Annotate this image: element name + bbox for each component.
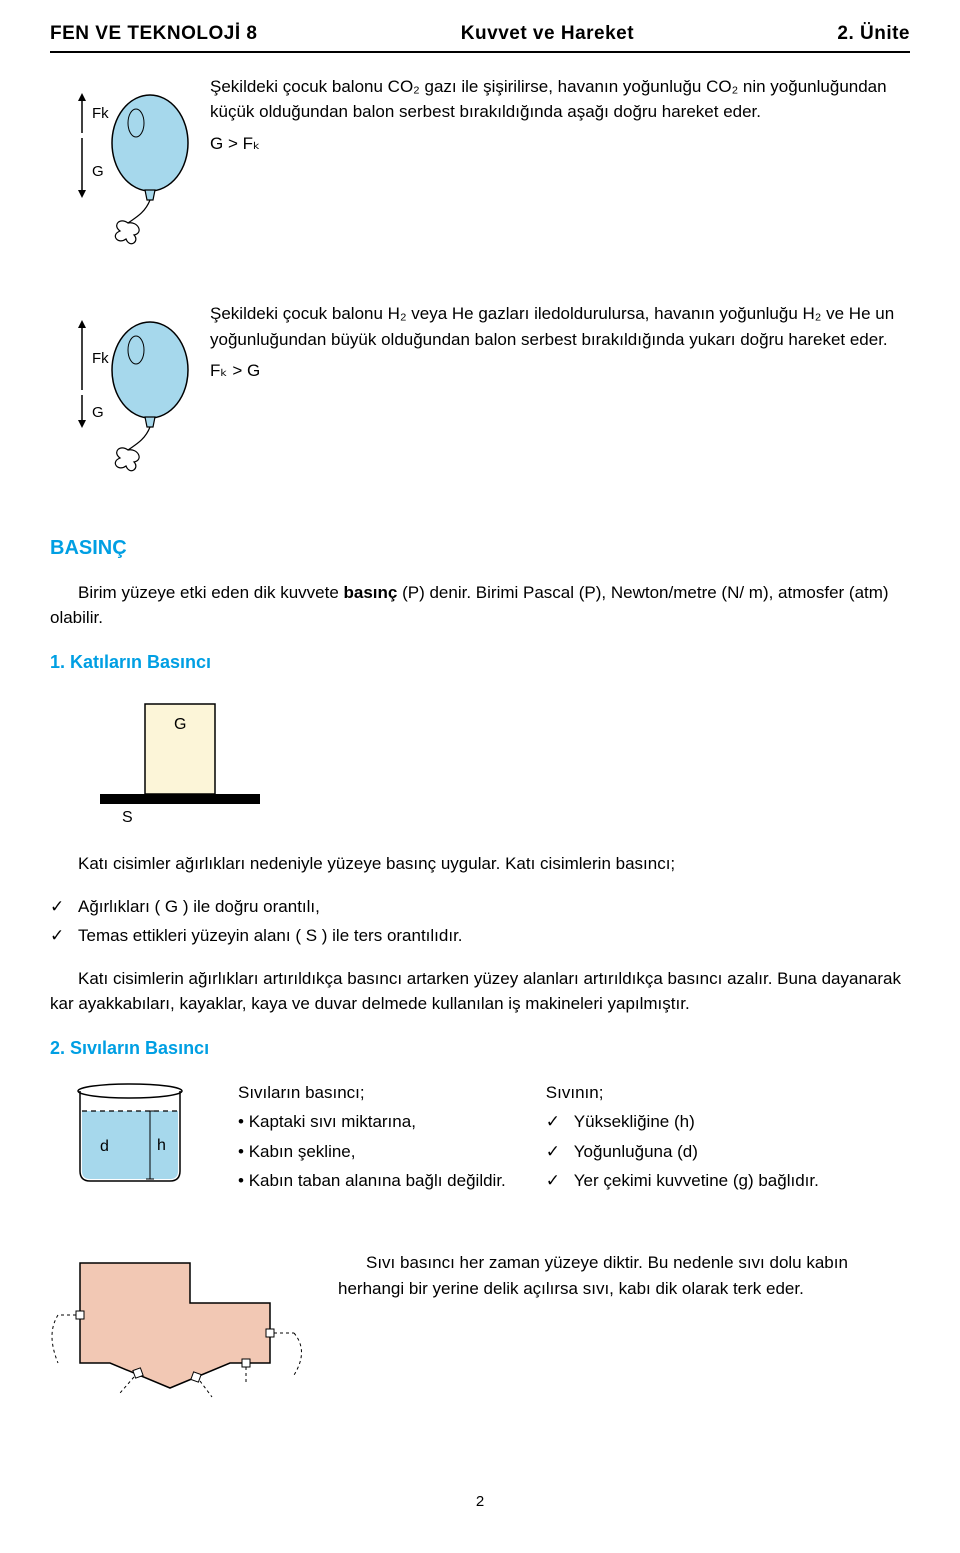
solids-rest: Katı cisimlerin ağırlıkları artırıldıkça… (50, 966, 910, 1017)
check-icon: ✓ (546, 1109, 574, 1135)
balloon2-fk-label: Fk (92, 350, 109, 367)
header-center: Kuvvet ve Hareket (461, 20, 634, 49)
balloon-row-2: Fk G Şekildeki çocuk balonu H₂ veya He g… (50, 295, 910, 493)
beaker-d-label: d (100, 1138, 109, 1155)
check-icon: ✓ (50, 923, 78, 949)
balloon2-g-label: G (92, 404, 104, 421)
check-icon: ✓ (546, 1168, 574, 1194)
check-item-1: ✓ Ağırlıkları ( G ) ile doğru orantılı, (50, 894, 910, 920)
liquid-right-list: Sıvının; ✓Yüksekliğine (h) ✓Yoğunluğuna … (546, 1076, 819, 1198)
vessel-text: Sıvı basıncı her zaman yüzeye diktir. Bu… (338, 1233, 910, 1318)
check-item-2: ✓ Temas ettikleri yüzeyin alanı ( S ) il… (50, 923, 910, 949)
page-number: 2 (50, 1491, 910, 1514)
page-header: FEN VE TEKNOLOJİ 8 Kuvvet ve Hareket 2. … (50, 20, 910, 49)
balloon-row-1: Fk G Şekildeki çocuk balonu CO₂ gazı ile… (50, 68, 910, 266)
solid-s-label: S (122, 809, 133, 824)
sub-title-liquids: 2. Sıvıların Basıncı (50, 1035, 910, 1062)
solids-intro: Katı cisimler ağırlıkları nedeniyle yüze… (50, 851, 910, 877)
balloon1-g-label: G (92, 163, 104, 180)
liq-right-heading: Sıvının; (546, 1080, 819, 1106)
basinc-intro: Birim yüzeye etki eden dik kuvvete basın… (50, 580, 910, 631)
vessel-row: Sıvı basıncı her zaman yüzeye diktir. Bu… (50, 1233, 910, 1411)
beaker-diagram: d h (50, 1076, 210, 1204)
liq-left-heading: Sıvıların basıncı; (238, 1080, 506, 1106)
check-icon: ✓ (546, 1139, 574, 1165)
balloon-diagram-2: Fk G (50, 295, 210, 493)
vessel-diagram (50, 1233, 310, 1411)
check-icon: ✓ (50, 894, 78, 920)
liquid-left-list: Sıvıların basıncı; Kaptaki sıvı miktarın… (238, 1076, 506, 1198)
liq-left-3: Kabın taban alanına bağlı değildir. (238, 1168, 506, 1194)
liq-left-2: Kabın şekline, (238, 1139, 506, 1165)
balloon1-formula: G > Fₖ (210, 131, 910, 157)
balloon2-formula: Fₖ > G (210, 358, 910, 384)
liquid-bottom-para: Sıvı basıncı her zaman yüzeye diktir. Bu… (338, 1250, 910, 1301)
balloon-diagram-1: Fk G (50, 68, 210, 266)
beaker-h-label: h (157, 1137, 166, 1154)
balloon2-text: Şekildeki çocuk balonu H₂ veya He gazlar… (210, 295, 910, 384)
balloon1-text: Şekildeki çocuk balonu CO₂ gazı ile şişi… (210, 68, 910, 157)
balloon2-desc: Şekildeki çocuk balonu H₂ veya He gazlar… (210, 301, 910, 352)
section-title-basinc: BASINÇ (50, 533, 910, 563)
sub-title-solids: 1. Katıların Basıncı (50, 649, 910, 676)
balloon1-desc: Şekildeki çocuk balonu CO₂ gazı ile şişi… (210, 74, 910, 125)
solid-g-label: G (174, 716, 186, 733)
balloon1-fk-label: Fk (92, 105, 109, 122)
solid-block-diagram: G S (90, 694, 910, 832)
liquids-row: d h Sıvıların basıncı; Kaptaki sıvı mikt… (50, 1076, 910, 1204)
liq-left-1: Kaptaki sıvı miktarına, (238, 1109, 506, 1135)
header-right: 2. Ünite (837, 20, 910, 49)
header-left: FEN VE TEKNOLOJİ 8 (50, 20, 257, 49)
header-rule (50, 51, 910, 53)
solids-checks: ✓ Ağırlıkları ( G ) ile doğru orantılı, … (50, 894, 910, 949)
